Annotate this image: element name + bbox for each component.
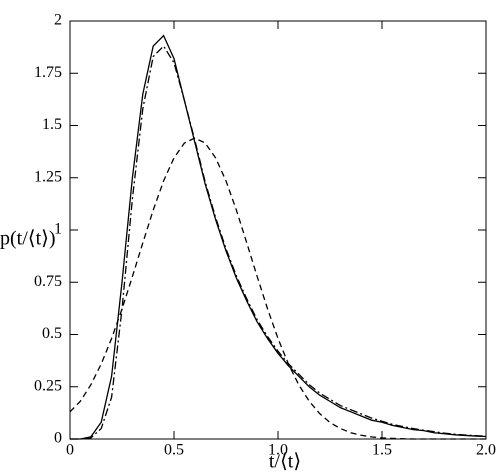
y-tick-label: 0.25	[34, 377, 62, 394]
y-tick-label: 1.75	[34, 64, 62, 81]
data-line	[69, 137, 486, 440]
x-tick-label: 1.5	[372, 442, 392, 459]
y-tick-label: 1.25	[34, 168, 62, 185]
y-tick-label: 0.75	[34, 273, 62, 290]
x-tick-label: 0.5	[164, 442, 184, 459]
data-line	[70, 45, 487, 440]
y-tick-label: 1.5	[42, 116, 62, 133]
y-tick-label: 0.5	[42, 325, 62, 342]
x-tick-label: 1.0	[268, 442, 288, 459]
y-tick-label: 1	[54, 221, 62, 238]
plot-frame	[69, 20, 487, 440]
y-tick-label: 2	[54, 12, 62, 29]
y-axis-label: p(t/⟨t⟩)	[0, 228, 56, 250]
x-tick-label: 0	[66, 442, 74, 459]
x-axis-label: t/⟨t⟩	[269, 451, 301, 473]
data-line	[70, 34, 487, 440]
x-tick-label: 2.0	[476, 442, 496, 459]
y-tick-label: 0	[54, 430, 62, 447]
